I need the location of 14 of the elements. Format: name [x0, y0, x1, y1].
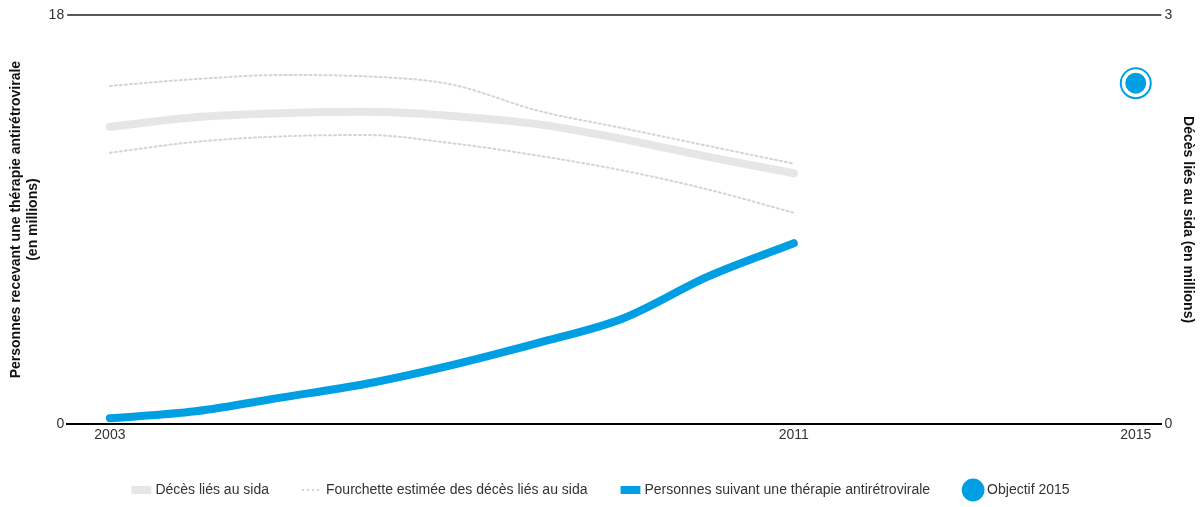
- y-axis-title: Personnes recevant une thérapie antirétrovirale (en millions): [7, 60, 41, 379]
- x-tick-label: 2011: [778, 426, 810, 443]
- legend-label: Décès liés au sida: [155, 480, 270, 497]
- legend-label: Fourchette estimée des décès liés au sida: [326, 480, 588, 497]
- x-tick-label: 2015: [1120, 426, 1152, 443]
- x-tick-label: 2003: [94, 426, 126, 443]
- line-series: [108, 134, 795, 214]
- legend-label: Personnes suivant une thérapie antirétrovirale: [644, 480, 931, 497]
- legend-label: Objectif 2015: [987, 480, 1070, 497]
- y-tick-label: 18: [48, 5, 65, 22]
- y2-tick-label: 3: [1164, 5, 1173, 22]
- y2-tick-label: 0: [1164, 415, 1173, 432]
- line-series: [108, 74, 795, 165]
- y2-axis-title: Décès liés au sida (en millions): [1180, 116, 1197, 324]
